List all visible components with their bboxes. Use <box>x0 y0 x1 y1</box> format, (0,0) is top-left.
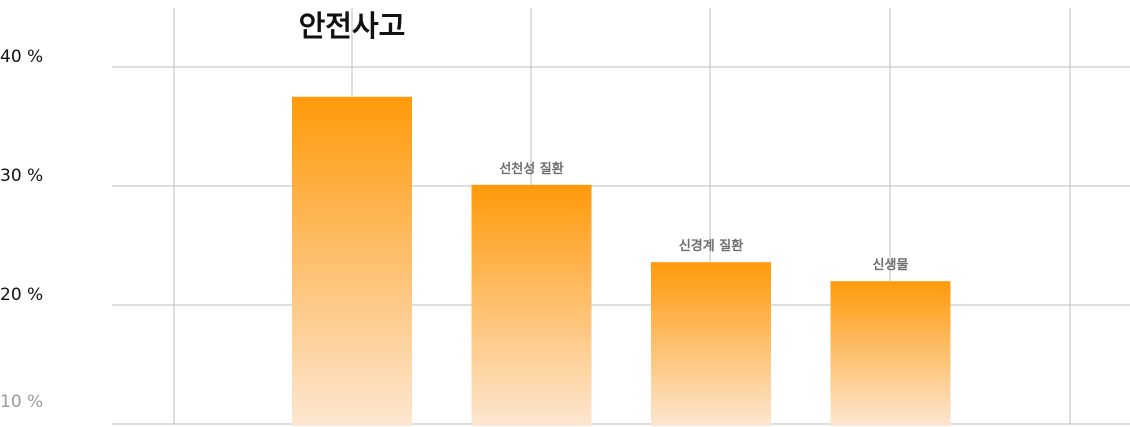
bar-2 <box>651 262 771 426</box>
y-tick-label: 30 % <box>0 166 43 186</box>
y-axis-ticks: 10 % 20 % 30 % 40 % <box>0 47 43 412</box>
bars <box>292 96 951 426</box>
category-label: 안전사고 <box>299 9 406 43</box>
bar-0 <box>292 96 412 426</box>
y-tick-label: 20 % <box>0 285 43 305</box>
grid-lines <box>112 8 1130 425</box>
category-label: 신경계 질환 <box>679 238 743 254</box>
bar-1 <box>471 184 592 426</box>
category-label: 선천성 질환 <box>499 161 563 177</box>
y-tick-label: 10 % <box>0 392 43 412</box>
bar-3 <box>830 281 951 426</box>
category-label: 신생물 <box>873 258 909 273</box>
y-tick-label: 40 % <box>0 47 43 67</box>
